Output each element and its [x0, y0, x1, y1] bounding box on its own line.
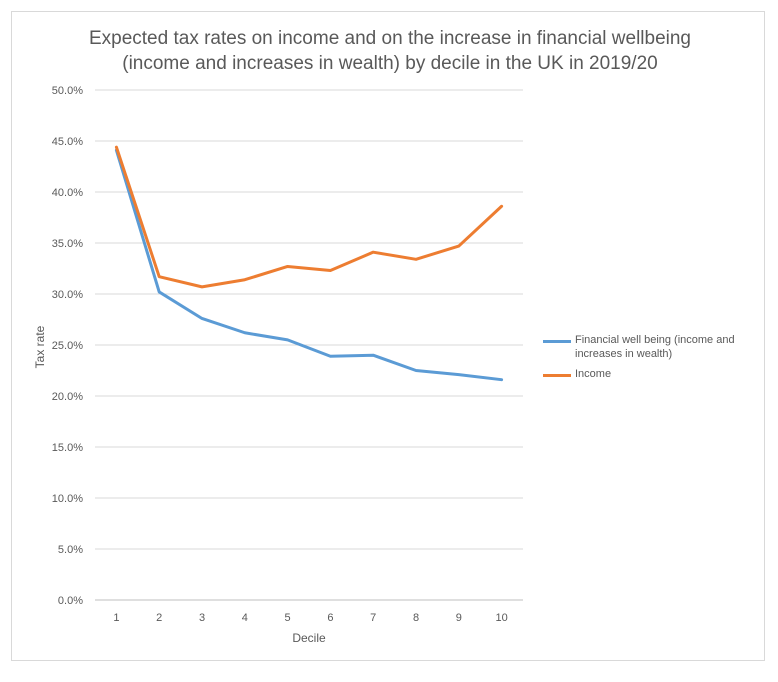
y-tick-label: 20.0% — [52, 391, 83, 403]
y-tick-label: 35.0% — [52, 238, 83, 250]
chart-title-line-2: (income and increases in wealth) by deci… — [122, 53, 658, 74]
series-lines — [114, 145, 504, 382]
y-tick-label: 30.0% — [52, 289, 83, 301]
y-tick-label: 5.0% — [58, 544, 83, 556]
legend-swatch-financial-wellbeing — [543, 340, 571, 343]
y-tick-label: 15.0% — [52, 442, 83, 454]
x-tick-label: 5 — [285, 612, 291, 624]
y-tick-label: 25.0% — [52, 340, 83, 352]
legend-label-income: Income — [575, 368, 612, 380]
series-line-financial-wellbeing — [114, 148, 504, 382]
x-tick-label: 10 — [495, 612, 507, 624]
legend-swatch-income — [543, 374, 571, 377]
x-tick-label: 8 — [413, 612, 419, 624]
y-tick-label: 40.0% — [52, 187, 83, 199]
chart-title: Expected tax rates on income and on the … — [60, 26, 720, 76]
x-tick-label: 4 — [242, 612, 248, 624]
y-axis-label: Tax rate — [33, 325, 47, 368]
y-tick-label: 10.0% — [52, 493, 83, 505]
y-axis-ticks: 0.0% 5.0% 10.0% 15.0% 20.0% 25.0% 30.0% 35.0% 40… — [52, 85, 83, 607]
y-tick-label: 50.0% — [52, 85, 83, 97]
x-axis-label: Decile — [292, 631, 326, 645]
legend-item-income: Income — [543, 367, 758, 381]
legend-item-financial-wellbeing: Financial well being (income and increas… — [543, 333, 758, 361]
x-tick-label: 3 — [199, 612, 205, 624]
legend: Financial well being (income and increas… — [543, 333, 758, 387]
x-tick-label: 7 — [370, 612, 376, 624]
series-line-income — [114, 145, 504, 289]
gridlines — [95, 89, 523, 601]
y-tick-label: 45.0% — [52, 136, 83, 148]
x-tick-label: 9 — [456, 612, 462, 624]
y-tick-label: 0.0% — [58, 595, 83, 607]
chart-title-line-1: Expected tax rates on income and on the … — [88, 28, 692, 49]
x-tick-label: 1 — [113, 612, 119, 624]
x-tick-label: 2 — [156, 612, 162, 624]
x-tick-label: 6 — [327, 612, 333, 624]
legend-label-financial-wellbeing: Financial well being (income and increas… — [575, 334, 735, 360]
x-axis-ticks: 1 2 3 4 5 6 7 8 9 10 — [113, 612, 507, 624]
chart-frame — [11, 11, 765, 661]
